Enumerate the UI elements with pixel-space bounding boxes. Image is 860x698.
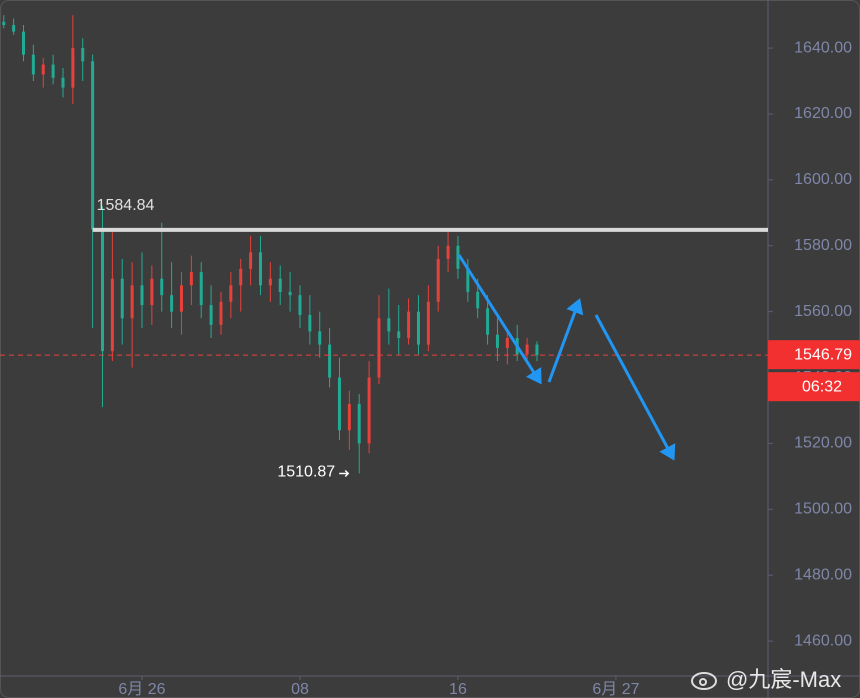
candle-body [100, 229, 104, 352]
candle-body [337, 377, 341, 431]
candle-body [318, 331, 322, 345]
logo-shape [699, 678, 707, 686]
candle-body [130, 285, 134, 319]
candle-body [397, 331, 401, 338]
candle-body [2, 21, 6, 26]
x-tick-label: 08 [291, 681, 309, 698]
candle-body [229, 285, 233, 302]
trend-arrows [457, 254, 676, 461]
candle-body [436, 258, 440, 302]
y-tick-label: 1640.00 [794, 39, 852, 56]
candle-body [179, 285, 183, 312]
candle-body [249, 252, 253, 269]
watermark: @九宸-Max [726, 667, 841, 692]
candle-body [41, 64, 45, 75]
arrow [457, 254, 542, 385]
candle-body [505, 338, 509, 348]
candle-body [446, 245, 450, 259]
candle-body [288, 291, 292, 296]
candle-body [71, 48, 75, 88]
countdown-label: 06:32 [802, 378, 842, 395]
candle-body [308, 314, 312, 332]
candle-body [209, 305, 213, 325]
candle-body [258, 252, 262, 286]
candle-body [170, 295, 174, 312]
candle-body [219, 301, 223, 325]
candle-body [466, 268, 470, 292]
candle-body [268, 278, 272, 286]
x-tick-label: 16 [449, 681, 467, 698]
candle-body [347, 403, 351, 431]
candle-body [51, 64, 55, 78]
candle-body [387, 318, 391, 332]
candle-body [426, 301, 430, 345]
candle-body [160, 278, 164, 296]
candle-body [120, 278, 124, 319]
candle-body [239, 268, 243, 286]
candle-body [495, 334, 499, 348]
y-tick-label: 1520.00 [794, 435, 852, 452]
y-tick-label: 1580.00 [794, 237, 852, 254]
arrow [547, 298, 584, 383]
logo-shape [691, 672, 717, 690]
candle-body [189, 272, 193, 286]
price-tag-label: 1546.79 [794, 346, 852, 363]
x-tick-label: 6月 26 [118, 681, 165, 698]
candle-body [31, 54, 35, 75]
weibo-logo [691, 672, 717, 690]
y-tick-label: 1500.00 [794, 501, 852, 518]
low-arrow [339, 469, 350, 478]
candle-body [367, 377, 371, 444]
y-tick-label: 1480.00 [794, 566, 852, 583]
candle-body [298, 295, 302, 315]
candle-body [476, 291, 480, 309]
y-tick-label: 1620.00 [794, 105, 852, 122]
candle-body [278, 278, 282, 292]
candle-body [12, 25, 16, 32]
candle-body [407, 311, 411, 338]
countdown-tag [768, 372, 860, 402]
x-tick-label: 6月 27 [592, 681, 639, 698]
candle-body [416, 311, 420, 345]
y-tick-label: 1600.00 [794, 171, 852, 188]
candle-body [199, 272, 203, 306]
candle-body [61, 77, 65, 88]
y-tick-label: 1460.00 [794, 632, 852, 649]
candle-body [456, 245, 460, 269]
candle-body [486, 308, 490, 335]
candle-body [525, 344, 529, 355]
candle-body [91, 61, 95, 230]
candle-body [535, 344, 539, 356]
candle-body [377, 318, 381, 378]
low-label: 1510.87 [277, 464, 335, 481]
candle-body [150, 278, 154, 306]
candle-body [110, 278, 114, 352]
candle-body [328, 344, 332, 378]
candle-body [140, 285, 144, 306]
candle-body [22, 31, 26, 55]
arrow [594, 314, 676, 461]
candle-body [357, 403, 361, 444]
resistance-label: 1584.84 [97, 197, 155, 214]
price-tag [768, 340, 860, 370]
candle-body [81, 48, 85, 62]
y-tick-label: 1560.00 [794, 303, 852, 320]
